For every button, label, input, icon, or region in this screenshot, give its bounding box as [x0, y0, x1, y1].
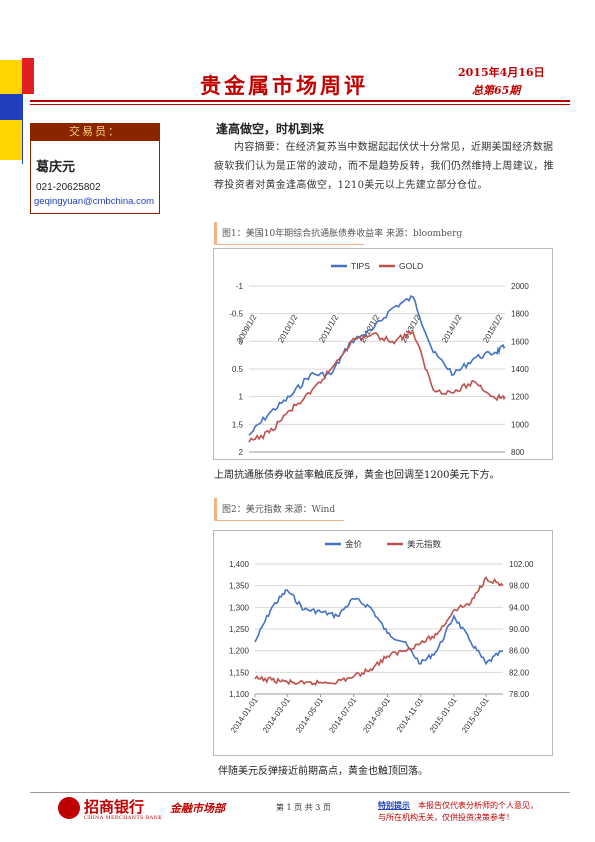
legend-label: 金价	[345, 539, 363, 549]
y-left-tick-label: 1,100	[229, 690, 250, 699]
trader-label: 交易员：	[30, 123, 160, 141]
figure1-caption: 图1：美国10年期综合抗通胀债券收益率 来源：bloomberg	[222, 229, 463, 239]
page-number: 第 1 页 共 3 页	[276, 803, 331, 812]
chart-gold-dxy: 1,400 1,350 1,300 1,250 1,200 1,150 1,100 102.0…	[213, 530, 553, 756]
y-right-tick-label: 800	[511, 448, 525, 457]
caption-rule-1	[214, 244, 364, 245]
y-left-tick-label: -0.5	[229, 310, 243, 319]
legend-label: TIPS	[351, 261, 370, 271]
bank-logo-icon	[58, 797, 80, 819]
trader-email[interactable]: geqingyuan@cmbchina.com	[34, 196, 155, 207]
y-left-tick-label: 1,150	[229, 668, 250, 677]
series-line-0	[248, 294, 506, 436]
y-right-tick-label: 78.00	[509, 690, 530, 699]
caption-bar-1	[214, 222, 217, 244]
legend-label: 美元指数	[407, 539, 442, 549]
deco-block-blue	[0, 94, 22, 120]
y-left-tick-label: 1,250	[229, 625, 250, 634]
y-right-tick-label: 1000	[511, 420, 529, 429]
trader-box	[30, 141, 160, 214]
footer-rule	[30, 792, 570, 793]
y-right-tick-label: 102.00	[509, 560, 534, 569]
report-issue: 总第65期	[472, 84, 521, 97]
disclaimer-line-2: 与所在机构无关，仅供投资决策参考！	[378, 813, 514, 822]
figure1-note: 上周抗通胀债券收益率触底反弹，黄金也回调至1200美元下方。	[214, 470, 500, 481]
y-right-tick-label: 98.00	[509, 582, 530, 591]
article-headline: 逢高做空，时机到来	[216, 122, 325, 136]
y-right-tick-label: 82.00	[509, 668, 530, 677]
department-name: 金融市场部	[170, 802, 225, 815]
trader-name: 葛庆元	[36, 160, 76, 175]
deco-block-yellow-top	[0, 60, 22, 94]
disclaimer-line-1: 本报告仅代表分析师的个人意见，	[418, 801, 538, 810]
header-rule	[30, 100, 570, 102]
y-right-tick-label: 1200	[511, 393, 529, 402]
report-title: 贵金属市场周评	[200, 73, 368, 98]
bank-name: 招商银行	[84, 798, 145, 816]
series-line-1	[248, 329, 506, 443]
y-left-tick-label: 1.5	[232, 420, 244, 429]
y-left-tick-label: 0	[239, 337, 244, 346]
y-left-tick-label: 1,400	[229, 560, 250, 569]
bank-name-en: CHINA MERCHANTS BANK	[84, 815, 163, 821]
y-right-tick-label: 86.00	[509, 647, 530, 656]
deco-block-red	[22, 58, 34, 94]
y-right-tick-label: 1800	[511, 310, 529, 319]
y-left-tick-label: 2	[239, 448, 244, 457]
y-left-tick-label: -1	[236, 282, 244, 291]
y-left-tick-label: 0.5	[232, 365, 244, 374]
y-right-tick-label: 2000	[511, 282, 529, 291]
series-line-0	[254, 589, 504, 666]
chart-tips-gold: -1 -0.5 0 0.5 1 1.5 2 2000 1800 1600 1400 1200 1000 8…	[213, 248, 553, 460]
y-right-tick-label: 1400	[511, 365, 529, 374]
y-right-tick-label: 1600	[511, 337, 529, 346]
y-left-tick-label: 1	[239, 393, 244, 402]
caption-rule-2	[214, 520, 344, 521]
chart-frame	[213, 248, 553, 460]
chart-frame	[213, 530, 553, 756]
series-line-1	[254, 576, 504, 687]
y-right-tick-label: 94.00	[509, 603, 530, 612]
y-left-tick-label: 1,200	[229, 647, 250, 656]
header-rule-thin	[30, 104, 570, 105]
y-left-tick-label: 1,300	[229, 603, 250, 612]
trader-phone: 021-20625802	[36, 182, 101, 193]
deco-block-yellow-bottom	[0, 120, 22, 160]
deco-line-vertical	[22, 94, 23, 164]
legend-label: GOLD	[399, 261, 423, 271]
disclaimer-label: 特别提示	[378, 801, 410, 810]
report-date: 2015年4月16日	[458, 66, 545, 79]
article-body: 内容摘要：在经济复苏当中数据起起伏伏十分常见，近期美国经济数据疲软我们认为是正常…	[214, 142, 554, 191]
y-left-tick-label: 1,350	[229, 582, 250, 591]
figure2-note: 伴随美元反弹接近前期高点，黄金也触顶回落。	[218, 766, 428, 777]
figure2-caption: 图2：美元指数 来源：Wind	[222, 505, 336, 515]
caption-bar-2	[214, 498, 217, 520]
y-right-tick-label: 90.00	[509, 625, 530, 634]
